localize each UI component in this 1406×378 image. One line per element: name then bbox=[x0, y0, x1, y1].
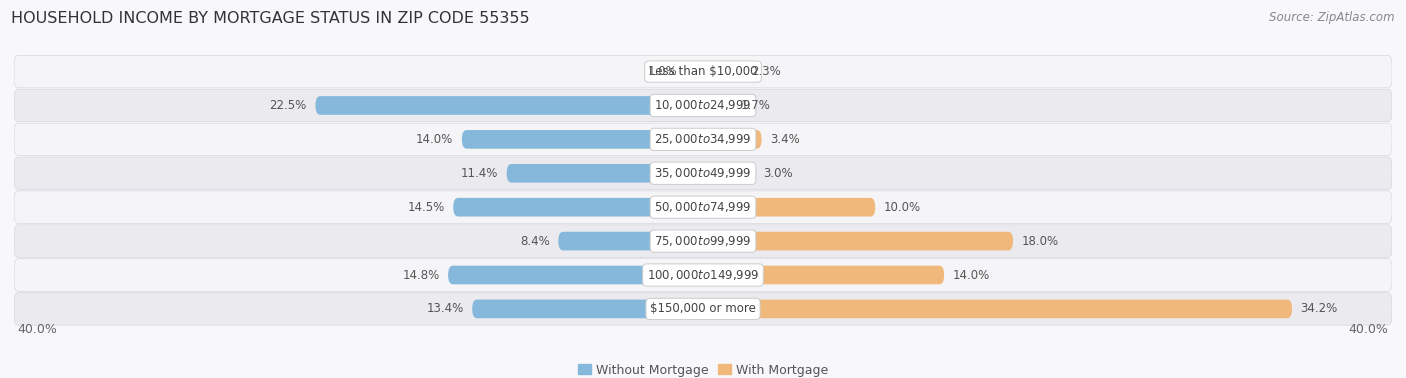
Text: 18.0%: 18.0% bbox=[1022, 235, 1059, 248]
FancyBboxPatch shape bbox=[449, 266, 703, 284]
Text: 8.4%: 8.4% bbox=[520, 235, 550, 248]
FancyBboxPatch shape bbox=[472, 300, 703, 318]
Text: 40.0%: 40.0% bbox=[1348, 324, 1389, 336]
FancyBboxPatch shape bbox=[703, 266, 945, 284]
Text: 14.0%: 14.0% bbox=[416, 133, 453, 146]
Text: $25,000 to $34,999: $25,000 to $34,999 bbox=[654, 132, 752, 146]
FancyBboxPatch shape bbox=[14, 293, 1392, 325]
FancyBboxPatch shape bbox=[703, 62, 742, 81]
FancyBboxPatch shape bbox=[14, 191, 1392, 223]
Text: 2.3%: 2.3% bbox=[751, 65, 780, 78]
Text: 10.0%: 10.0% bbox=[884, 201, 921, 214]
Text: 22.5%: 22.5% bbox=[270, 99, 307, 112]
Text: 1.7%: 1.7% bbox=[741, 99, 770, 112]
FancyBboxPatch shape bbox=[14, 225, 1392, 257]
Text: $50,000 to $74,999: $50,000 to $74,999 bbox=[654, 200, 752, 214]
Text: 14.8%: 14.8% bbox=[402, 268, 440, 282]
Text: Less than $10,000: Less than $10,000 bbox=[648, 65, 758, 78]
Text: 11.4%: 11.4% bbox=[461, 167, 498, 180]
Text: 13.4%: 13.4% bbox=[426, 302, 464, 315]
FancyBboxPatch shape bbox=[703, 198, 875, 217]
Text: $75,000 to $99,999: $75,000 to $99,999 bbox=[654, 234, 752, 248]
FancyBboxPatch shape bbox=[558, 232, 703, 250]
Text: $35,000 to $49,999: $35,000 to $49,999 bbox=[654, 166, 752, 180]
FancyBboxPatch shape bbox=[703, 300, 1292, 318]
Text: 14.0%: 14.0% bbox=[953, 268, 990, 282]
FancyBboxPatch shape bbox=[315, 96, 703, 115]
FancyBboxPatch shape bbox=[14, 259, 1392, 291]
FancyBboxPatch shape bbox=[14, 89, 1392, 122]
Text: $150,000 or more: $150,000 or more bbox=[650, 302, 756, 315]
FancyBboxPatch shape bbox=[686, 62, 703, 81]
Text: 3.4%: 3.4% bbox=[770, 133, 800, 146]
Text: 34.2%: 34.2% bbox=[1301, 302, 1339, 315]
FancyBboxPatch shape bbox=[14, 123, 1392, 156]
FancyBboxPatch shape bbox=[703, 130, 762, 149]
FancyBboxPatch shape bbox=[506, 164, 703, 183]
FancyBboxPatch shape bbox=[703, 164, 755, 183]
Text: 3.0%: 3.0% bbox=[763, 167, 793, 180]
Text: $10,000 to $24,999: $10,000 to $24,999 bbox=[654, 99, 752, 113]
Text: Source: ZipAtlas.com: Source: ZipAtlas.com bbox=[1270, 11, 1395, 24]
FancyBboxPatch shape bbox=[14, 55, 1392, 88]
Text: HOUSEHOLD INCOME BY MORTGAGE STATUS IN ZIP CODE 55355: HOUSEHOLD INCOME BY MORTGAGE STATUS IN Z… bbox=[11, 11, 530, 26]
FancyBboxPatch shape bbox=[461, 130, 703, 149]
FancyBboxPatch shape bbox=[14, 157, 1392, 189]
Text: $100,000 to $149,999: $100,000 to $149,999 bbox=[647, 268, 759, 282]
FancyBboxPatch shape bbox=[703, 232, 1012, 250]
Legend: Without Mortgage, With Mortgage: Without Mortgage, With Mortgage bbox=[578, 364, 828, 377]
Text: 1.0%: 1.0% bbox=[647, 65, 678, 78]
FancyBboxPatch shape bbox=[703, 96, 733, 115]
FancyBboxPatch shape bbox=[453, 198, 703, 217]
Text: 14.5%: 14.5% bbox=[408, 201, 444, 214]
Text: 40.0%: 40.0% bbox=[17, 324, 58, 336]
